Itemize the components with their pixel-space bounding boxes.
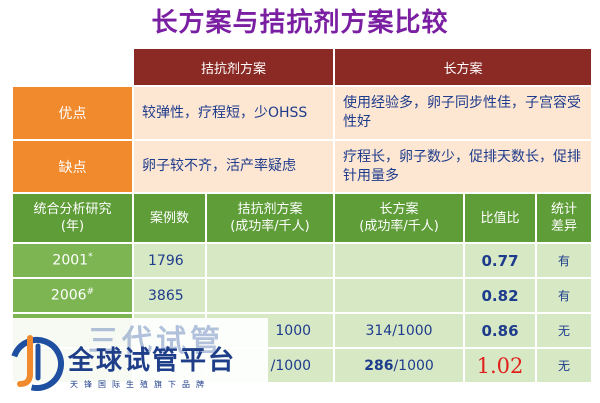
watermark-subtitle: 天锋国际生殖旗下品牌 [70,380,210,389]
disadvantages-antagonist: 卵子较不齐，活产率疑虑 [131,139,336,194]
stats-header-study: 统合分析研究 (年) [11,192,134,244]
row-ratio: 0.82 [463,277,538,314]
watermark-logo-icon [10,335,64,391]
row-antagonist [204,242,336,279]
row-long [333,277,466,314]
stats-header-cases: 案例数 [132,192,207,244]
row-ratio: 0.77 [463,242,538,279]
table-row: 2006# 3865 0.82 有 [11,277,594,314]
watermark-ghost-text: 三代试管 [88,324,224,359]
row-significance: 无 [535,312,594,349]
row-long: 286/1000 [333,347,466,384]
row-long [333,242,466,279]
row-significance: 有 [535,242,594,279]
header-blank [11,47,134,87]
row-year: 2001* [11,242,134,279]
row-ratio: 0.86 [463,312,538,349]
advantages-row: 优点 较弹性，疗程短，少OHSS 使用经验多，卵子同步性佳，子宫容受性好 [11,85,594,141]
disadvantages-row: 缺点 卵子较不齐，活产率疑虑 疗程长，卵子数少，促排天数长，促排针用量多 [11,139,594,194]
table-row: 2001* 1796 0.77 有 [11,242,594,279]
header-long: 长方案 [333,47,594,87]
watermark-brand-name: 全球试管平台 [68,346,237,376]
advantages-long: 使用经验多，卵子同步性佳，子宫容受性好 [333,85,594,141]
stats-header-row: 统合分析研究 (年) 案例数 拮抗剂方案 (成功率/千人) 长方案 (成功率/千… [11,192,594,244]
header-row: 拮抗剂方案 长方案 [11,47,594,87]
stats-header-significance: 统计 差异 [535,192,594,244]
advantages-antagonist: 较弹性，疗程短，少OHSS [131,85,336,141]
stats-header-antagonist: 拮抗剂方案 (成功率/千人) [204,192,336,244]
row-antagonist [204,277,336,314]
row-cases: 3865 [132,277,207,314]
header-antagonist: 拮抗剂方案 [131,47,336,87]
row-long: 314/1000 [333,312,466,349]
row-ratio: 1.02 [463,347,538,384]
disadvantages-label: 缺点 [11,139,134,194]
page-title: 长方案与拮抗剂方案比较 [151,8,449,38]
stats-header-ratio: 比值比 [463,192,538,244]
row-cases: 1796 [132,242,207,279]
disadvantages-long: 疗程长，卵子数少，促排天数长，促排针用量多 [333,139,594,194]
advantages-label: 优点 [11,85,134,141]
stats-header-long: 长方案 (成功率/千人) [333,192,466,244]
row-year: 2006# [11,277,134,314]
row-significance: 有 [535,277,594,314]
row-significance: 无 [535,347,594,384]
